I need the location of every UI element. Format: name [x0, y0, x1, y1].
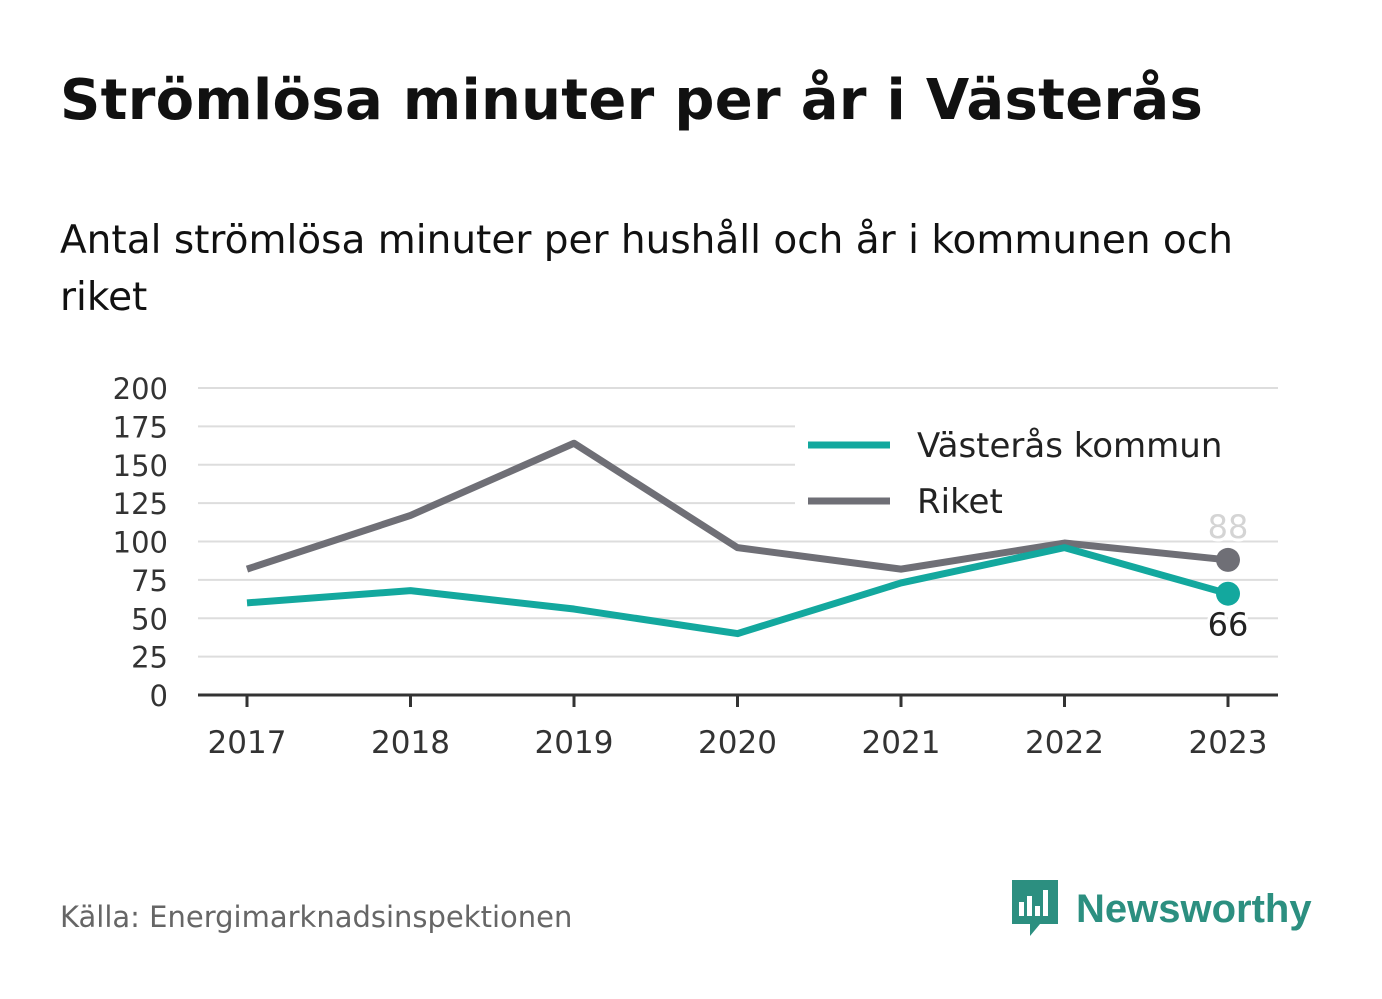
brand-name: Newsworthy — [1076, 886, 1312, 931]
y-tick-label: 75 — [131, 564, 168, 598]
x-tick-label: 2018 — [371, 725, 450, 761]
y-tick-label: 50 — [131, 602, 168, 636]
end-label-riket: 88 — [1208, 508, 1249, 546]
x-tick-label: 2019 — [535, 725, 614, 761]
x-tick-label: 2017 — [208, 725, 287, 761]
x-tick-label: 2021 — [862, 725, 941, 761]
y-tick-label: 150 — [113, 449, 168, 483]
legend: Västerås kommun Riket — [795, 420, 1282, 530]
chart-title: Strömlösa minuter per år i Västerås — [60, 68, 1204, 133]
series-end-point-vasteras — [1216, 581, 1240, 606]
series-line-riket — [245, 439, 1229, 573]
end-label-vasteras: 66 — [1208, 606, 1249, 644]
series-lines — [245, 439, 1240, 638]
line-chart: 0 25 50 75 100 125 150 175 200 2017 2018 2019 2020 20… — [112, 372, 1282, 761]
legend-label: Riket — [917, 482, 1003, 522]
x-tick-label: 2022 — [1025, 725, 1104, 761]
x-tick-label: 2023 — [1189, 725, 1268, 761]
legend-label: Västerås kommun — [917, 426, 1222, 466]
x-tick-label: 2020 — [698, 725, 777, 761]
y-tick-label: 125 — [113, 487, 168, 521]
data-labels: 66 88 — [1205, 505, 1252, 647]
series-line-vasteras — [246, 544, 1229, 638]
y-tick-label: 25 — [131, 641, 168, 675]
series-end-point-riket — [1216, 547, 1240, 572]
y-tick-label: 0 — [150, 679, 168, 713]
y-tick-label: 100 — [113, 526, 168, 560]
newsworthy-logo-icon — [1010, 878, 1060, 940]
axes: 0 25 50 75 100 125 150 175 200 2017 2018 2019 2020 20… — [113, 372, 1278, 761]
chart-subtitle: Antal strömlösa minuter per hushåll och … — [60, 218, 1233, 320]
y-tick-label: 200 — [113, 372, 168, 406]
source-note: Källa: Energimarknadsinspektionen — [60, 900, 573, 934]
legend-background — [795, 420, 1282, 530]
brand-logo: Newsworthy — [1010, 878, 1312, 940]
y-tick-label: 175 — [113, 410, 168, 444]
